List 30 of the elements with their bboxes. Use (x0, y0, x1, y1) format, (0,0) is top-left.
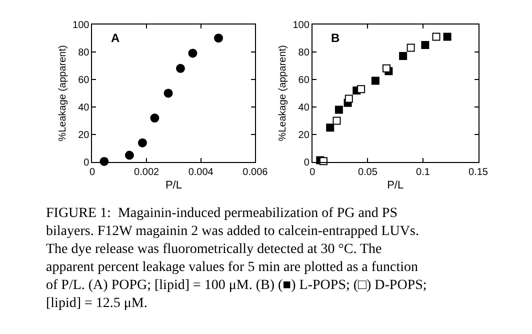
text: bilayers. F12W magainin 2 was added to calcein-entrapped LUVs. (46, 224, 419, 239)
x-tick-label: 0.05 (358, 167, 378, 178)
x-tick-label: 0.1 (416, 167, 430, 178)
y-tick-label: 100 (292, 20, 310, 31)
caption: FIGURE 1: Magainin-induced permeabilization of PG and PS (46, 206, 398, 221)
y-tick-label: 100 (72, 20, 90, 31)
y-tick-label: 20 (298, 130, 310, 142)
x-tick-label: 0.006 (242, 167, 268, 178)
x-axis-title: P/L (387, 179, 404, 192)
x-tick-label: 0.004 (188, 167, 214, 178)
y-tick-label: 60 (298, 74, 310, 86)
y-tick-label: 0 (304, 158, 310, 169)
y-axis-title: %Leakage (apparent) (58, 45, 69, 142)
y-tick-label: 0 (84, 158, 90, 169)
y-tick-label: 20 (78, 130, 90, 142)
y-axis-title: %Leakage (apparent) (278, 45, 289, 142)
text: B (331, 31, 340, 45)
y-tick-label: 80 (298, 47, 310, 58)
text: [lipid] = 12.5 μM. (46, 296, 148, 311)
text: apparent percent leakage values for 5 min are plotted as a function (46, 260, 418, 275)
y-tick-label: 40 (78, 102, 90, 114)
text: of P/L. (A) POPG; [lipid] = 100 μM. (B) (■) L-POPS; (□) D-POPS; (46, 278, 427, 293)
x-axis-title: P/L (165, 179, 182, 192)
y-tick-label: 40 (298, 102, 310, 114)
text: The dye release was fluorometrically detected at 30 °C. The (46, 242, 382, 257)
x-tick-label: 0.15 (468, 167, 488, 178)
x-tick-label: 0.002 (134, 167, 160, 178)
text: A (111, 31, 120, 45)
y-tick-label: 60 (78, 74, 90, 86)
y-tick-label: 80 (78, 47, 90, 58)
